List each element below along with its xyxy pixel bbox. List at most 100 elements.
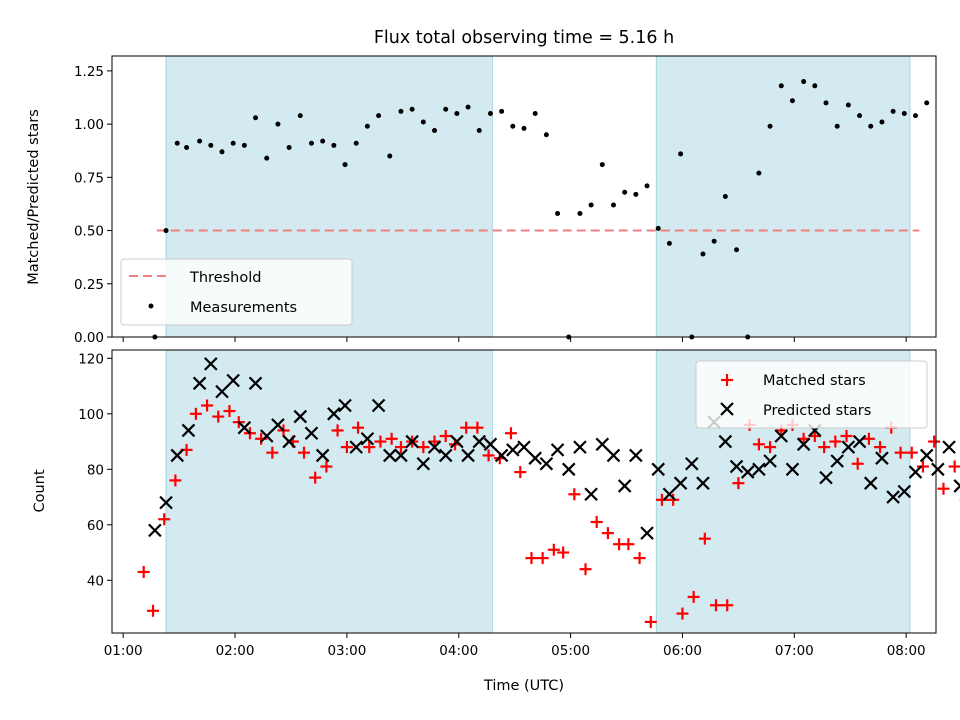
count-y-axis-label: Count [32,469,48,512]
matched-star-point [394,441,407,454]
predicted-star-point [483,437,498,452]
predicted-star-point [640,526,654,540]
predicted-star-point [953,479,960,493]
measurement-point [174,140,180,146]
predicted-star-point [662,487,677,502]
predicted-star-point [729,459,744,474]
predicted-star-point [819,470,833,485]
predicted-star-point [550,443,565,457]
measurement-point [879,119,885,125]
measurement-point [610,202,616,208]
matched-star-point [514,466,527,479]
predicted-star-point [774,429,789,443]
matched-star-point [223,405,236,418]
matched-star-point [189,407,202,420]
predicted-star-point [438,448,453,463]
predicted-star-point [718,434,733,449]
predicted-star-point [517,440,531,454]
measurement-point [219,149,225,155]
measurement-point [633,191,639,197]
matched-star-point [417,441,430,454]
matched-star-point [676,607,689,620]
measurement-point [734,247,740,253]
predicted-star-point [651,462,666,477]
y-tick-label: 120 [78,351,104,367]
matched-star-point [266,446,279,459]
predicted-star-point [461,448,475,463]
measurement-point [275,121,281,127]
measurement-point [901,110,907,116]
measurement-point [163,228,169,234]
predicted-star-point [506,443,520,457]
measurement-point [924,100,930,106]
predicted-star-point [673,476,688,490]
predicted-star-point [852,434,867,449]
predicted-star-point [595,437,610,452]
predicted-star-point [763,454,777,468]
measurement-point [857,113,863,119]
measurement-point [376,113,382,119]
predicted-star-point [573,440,587,454]
predicted-star-point [931,462,945,477]
matched-star-point [732,477,745,490]
measurement-point [465,104,471,110]
matched-star-point [340,441,353,454]
measurement-point [342,162,348,168]
predicted-star-point [629,448,643,463]
ratio-observing-intervals [165,55,911,338]
measurement-point [789,98,795,104]
ratio-x-axis [122,337,907,342]
measurement-point [543,132,549,138]
matched-star-point [633,552,646,565]
measurement-point [331,142,337,148]
matched-star-point [644,615,657,628]
matched-star-point [818,441,831,454]
measurement-point [353,140,359,146]
measurement-point [297,113,303,119]
predicted-star-point [584,487,598,502]
x-tick-label: 06:00 [663,643,702,659]
matched-star-point [557,546,570,559]
matched-star-point [309,471,322,484]
legend-matched-label: Matched stars [763,373,866,389]
predicted-star-point [416,456,431,471]
measurement-point [409,106,415,112]
measurement-point [264,155,270,161]
predicted-star-point [606,448,621,463]
measurement-point [644,183,650,189]
predicted-star-point [282,434,296,449]
matched-star-point [482,449,495,462]
predicted-star-point [148,523,162,538]
predicted-star-point [338,398,352,413]
predicted-star-point [450,434,464,449]
predicted-star-point [315,448,330,463]
measurement-point [454,110,460,116]
measurement-point [532,110,538,116]
measurement-point [756,170,762,176]
measurement-point [711,238,717,244]
matched-star-point [147,604,160,617]
matched-star-point [721,599,734,612]
count-legend-box [695,360,928,429]
predicted-star-point [528,451,542,465]
predicted-star-point [170,448,185,463]
matched-star-point [137,565,150,578]
predicted-star-point [237,420,252,435]
ratio-legend: Threshold Measurements [120,258,353,326]
measurement-point [364,123,370,129]
predicted-star-point [304,426,319,441]
predicted-star-point [539,456,554,471]
predicted-star-point [259,429,274,443]
predicted-star-point [942,440,956,454]
predicted-star-points [148,357,960,540]
y-tick-label: 80 [87,462,104,478]
measurement-point [812,83,818,89]
predicted-star-point [159,495,173,510]
measurement-point [588,202,594,208]
y-tick-label: 0.50 [74,224,104,240]
measurement-point [767,123,773,129]
measurement-point [184,145,190,151]
measurement-point [778,83,784,89]
observing-interval-shade [655,55,911,338]
measurement-point [834,123,840,129]
